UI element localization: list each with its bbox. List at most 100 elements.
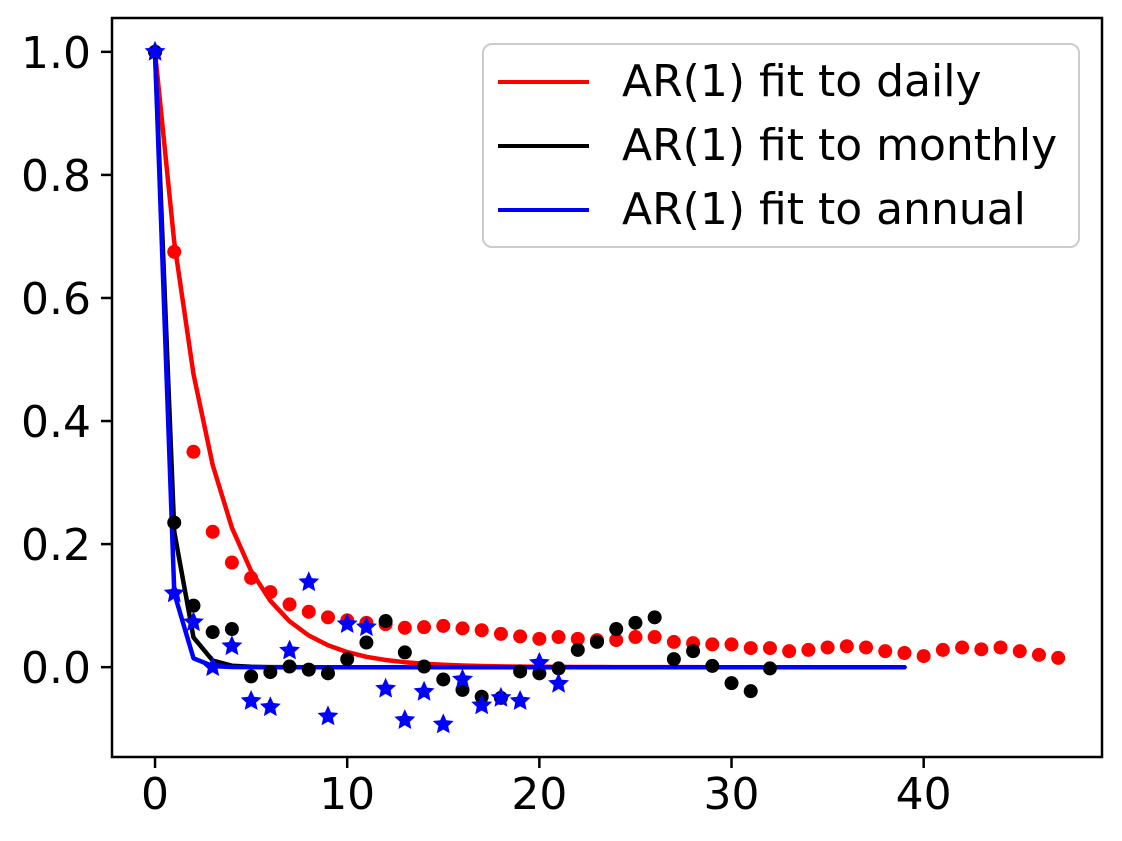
acf-point-daily <box>801 642 816 657</box>
acf-point-annual <box>183 611 204 632</box>
acf-point-monthly <box>417 659 432 674</box>
legend-label-daily: AR(1) fit to daily <box>622 56 982 107</box>
legend-line-sample-monthly <box>498 144 589 148</box>
acf-point-monthly <box>513 664 528 679</box>
acf-point-monthly <box>263 665 278 680</box>
acf-point-daily <box>993 640 1008 655</box>
acf-point-monthly <box>244 669 259 684</box>
acf-point-daily <box>820 640 835 655</box>
acf-point-daily <box>859 640 874 655</box>
acf-point-monthly <box>320 666 335 681</box>
acf-point-daily <box>474 623 489 638</box>
acf-point-annual <box>394 709 416 729</box>
y-tick-label: 0.8 <box>21 151 91 202</box>
acf-point-daily <box>974 642 989 657</box>
acf-point-annual <box>375 677 397 698</box>
acf-point-daily <box>320 610 335 625</box>
acf-point-annual <box>432 713 454 734</box>
acf-point-daily <box>628 630 643 645</box>
acf-point-annual <box>221 635 243 656</box>
acf-point-daily <box>762 641 777 656</box>
legend-line-sample-annual <box>498 208 589 212</box>
acf-point-monthly <box>686 644 701 659</box>
acf-point-daily <box>839 639 854 654</box>
x-tick-label: 10 <box>319 769 375 820</box>
acf-point-daily <box>1012 644 1027 659</box>
acf-point-annual <box>452 668 473 689</box>
acf-point-monthly <box>724 676 739 691</box>
acf-point-daily <box>705 637 720 652</box>
acf-point-monthly <box>628 615 643 630</box>
legend-label-monthly: AR(1) fit to monthly <box>622 120 1058 171</box>
x-tick-label: 40 <box>896 769 952 820</box>
acf-point-annual <box>528 651 550 672</box>
acf-point-daily <box>551 630 566 645</box>
acf-point-daily <box>666 634 681 649</box>
acf-point-daily <box>955 640 970 655</box>
acf-point-daily <box>263 585 278 600</box>
legend: AR(1) fit to daily AR(1) fit to monthly … <box>482 43 1080 248</box>
acf-point-annual <box>548 672 569 693</box>
acf-point-annual <box>259 696 281 717</box>
acf-point-annual <box>144 40 166 61</box>
acf-point-annual <box>317 705 339 726</box>
acf-point-annual <box>490 686 512 707</box>
acf-point-daily <box>935 642 950 657</box>
acf-point-monthly <box>743 684 758 699</box>
legend-entry-annual: AR(1) fit to annual <box>484 178 1078 242</box>
acf-point-annual <box>240 690 262 710</box>
acf-point-daily <box>647 630 662 645</box>
acf-point-monthly <box>762 661 777 676</box>
acf-point-annual <box>202 656 224 677</box>
acf-point-daily <box>493 626 508 641</box>
acf-point-daily <box>397 620 412 635</box>
acf-point-monthly <box>224 622 239 637</box>
acf-point-daily <box>1031 647 1046 662</box>
legend-entry-monthly: AR(1) fit to monthly <box>484 114 1078 178</box>
acf-point-monthly <box>340 652 355 667</box>
acf-point-monthly <box>666 652 681 667</box>
y-tick-label: 0.2 <box>21 520 91 571</box>
acf-point-daily <box>897 646 912 661</box>
acf-point-daily <box>455 621 470 636</box>
acf-point-annual <box>413 680 435 701</box>
acf-point-monthly <box>167 515 182 530</box>
acf-point-monthly <box>436 672 451 687</box>
acf-point-monthly <box>570 642 585 657</box>
acf-point-daily <box>224 555 239 570</box>
acf-point-annual <box>471 694 493 715</box>
acf-point-daily <box>1051 650 1066 665</box>
x-tick-label: 30 <box>704 769 760 820</box>
y-tick-label: 1.0 <box>21 28 91 79</box>
acf-point-daily <box>205 524 220 539</box>
plot-border <box>110 16 1104 759</box>
acf-point-monthly <box>282 659 297 674</box>
acf-point-annual <box>509 690 531 710</box>
acf-point-monthly <box>205 625 220 640</box>
acf-point-monthly <box>359 635 374 650</box>
acf-point-daily <box>724 637 739 652</box>
acf-point-daily <box>532 631 547 646</box>
acf-point-daily <box>417 620 432 635</box>
legend-line-sample-daily <box>498 80 589 84</box>
acf-point-annual <box>279 639 300 660</box>
x-tick-label: 0 <box>141 769 169 820</box>
acf-point-daily <box>916 649 931 664</box>
acf-point-daily <box>244 570 259 585</box>
acf-point-monthly <box>301 662 316 677</box>
acf-point-monthly <box>609 622 624 637</box>
legend-label-annual: AR(1) fit to annual <box>622 184 1026 235</box>
x-tick-label: 20 <box>511 769 567 820</box>
acf-point-annual <box>336 613 358 633</box>
acf-point-monthly <box>186 598 201 613</box>
acf-point-daily <box>609 633 624 648</box>
acf-point-monthly <box>551 661 566 676</box>
acf-point-monthly <box>590 634 605 649</box>
acf-point-monthly <box>378 614 393 629</box>
acf-point-annual <box>356 616 377 637</box>
y-tick-label: 0.6 <box>21 274 91 325</box>
acf-point-daily <box>436 618 451 633</box>
acf-point-daily <box>186 444 201 459</box>
